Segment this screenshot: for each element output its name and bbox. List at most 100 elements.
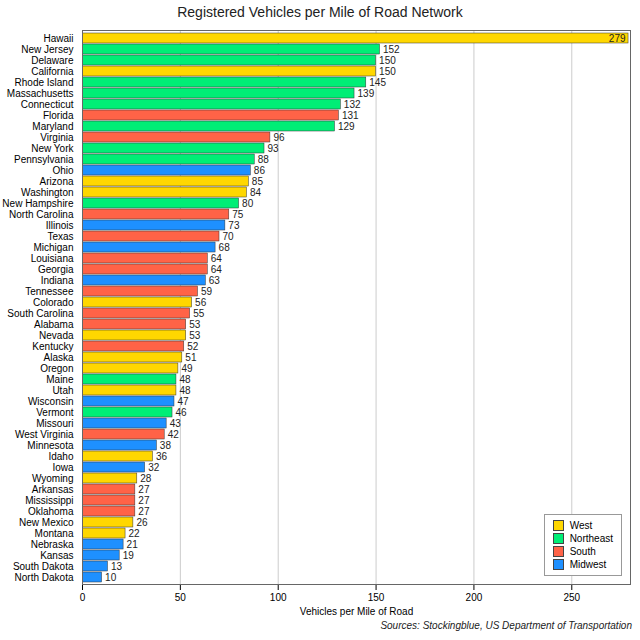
svg-text:Kentucky: Kentucky xyxy=(32,341,73,352)
svg-text:21: 21 xyxy=(127,539,139,550)
svg-text:152: 152 xyxy=(383,44,400,55)
svg-text:Idaho: Idaho xyxy=(48,451,73,462)
svg-text:Vehicles per Mile of Road: Vehicles per Mile of Road xyxy=(300,606,413,617)
svg-text:Mississippi: Mississippi xyxy=(25,495,73,506)
svg-text:86: 86 xyxy=(254,165,266,176)
svg-text:Texas: Texas xyxy=(47,231,73,242)
svg-text:63: 63 xyxy=(209,275,221,286)
svg-text:26: 26 xyxy=(136,517,148,528)
svg-text:139: 139 xyxy=(358,88,375,99)
svg-text:150: 150 xyxy=(379,55,396,66)
svg-text:96: 96 xyxy=(273,132,285,143)
svg-text:Alabama: Alabama xyxy=(34,319,74,330)
svg-text:10: 10 xyxy=(105,572,117,583)
svg-text:19: 19 xyxy=(123,550,135,561)
svg-text:93: 93 xyxy=(268,143,280,154)
svg-text:Utah: Utah xyxy=(52,385,73,396)
svg-text:Vermont: Vermont xyxy=(36,407,73,418)
svg-text:84: 84 xyxy=(250,187,262,198)
svg-text:Indiana: Indiana xyxy=(41,275,74,286)
svg-text:38: 38 xyxy=(160,440,172,451)
svg-text:Connecticut: Connecticut xyxy=(21,99,74,110)
svg-text:53: 53 xyxy=(189,319,201,330)
svg-text:South Carolina: South Carolina xyxy=(7,308,74,319)
svg-text:Michigan: Michigan xyxy=(33,242,73,253)
svg-text:New Hampshire: New Hampshire xyxy=(2,198,74,209)
svg-text:Wisconsin: Wisconsin xyxy=(28,396,74,407)
svg-text:56: 56 xyxy=(195,297,207,308)
svg-text:48: 48 xyxy=(179,385,191,396)
svg-text:132: 132 xyxy=(344,99,361,110)
svg-text:Colorado: Colorado xyxy=(33,297,74,308)
svg-text:Rhode Island: Rhode Island xyxy=(15,77,74,88)
svg-text:49: 49 xyxy=(181,363,193,374)
svg-text:22: 22 xyxy=(129,528,141,539)
svg-text:Nebraska: Nebraska xyxy=(31,539,74,550)
svg-text:New Mexico: New Mexico xyxy=(19,517,74,528)
svg-text:70: 70 xyxy=(223,231,235,242)
svg-text:48: 48 xyxy=(179,374,191,385)
svg-text:Arkansas: Arkansas xyxy=(32,484,74,495)
svg-text:Montana: Montana xyxy=(35,528,74,539)
svg-text:27: 27 xyxy=(138,495,150,506)
svg-text:50: 50 xyxy=(175,592,187,603)
svg-text:Hawaii: Hawaii xyxy=(43,33,73,44)
svg-text:Pennsylvania: Pennsylvania xyxy=(14,154,74,165)
svg-text:47: 47 xyxy=(177,396,189,407)
svg-text:64: 64 xyxy=(211,253,223,264)
svg-text:Maine: Maine xyxy=(46,374,74,385)
svg-text:200: 200 xyxy=(466,592,483,603)
svg-text:Missouri: Missouri xyxy=(36,418,73,429)
svg-text:Virginia: Virginia xyxy=(40,132,74,143)
svg-text:250: 250 xyxy=(563,592,580,603)
svg-text:Minnesota: Minnesota xyxy=(27,440,74,451)
svg-text:Arizona: Arizona xyxy=(40,176,74,187)
svg-text:Illinois: Illinois xyxy=(46,220,74,231)
svg-text:South Dakota: South Dakota xyxy=(13,561,74,572)
svg-text:Kansas: Kansas xyxy=(40,550,73,561)
svg-text:150: 150 xyxy=(368,592,385,603)
svg-text:32: 32 xyxy=(148,462,160,473)
svg-text:59: 59 xyxy=(201,286,213,297)
svg-text:North Dakota: North Dakota xyxy=(15,572,74,583)
svg-text:Massachusetts: Massachusetts xyxy=(7,88,74,99)
svg-text:North Carolina: North Carolina xyxy=(9,209,74,220)
svg-text:Maryland: Maryland xyxy=(32,121,73,132)
svg-text:28: 28 xyxy=(140,473,152,484)
svg-text:13: 13 xyxy=(111,561,123,572)
svg-text:53: 53 xyxy=(189,330,201,341)
svg-text:27: 27 xyxy=(138,484,150,495)
svg-text:0: 0 xyxy=(80,592,86,603)
svg-text:145: 145 xyxy=(369,77,386,88)
svg-text:Oregon: Oregon xyxy=(40,363,73,374)
svg-text:42: 42 xyxy=(168,429,180,440)
svg-text:36: 36 xyxy=(156,451,168,462)
svg-text:131: 131 xyxy=(342,110,359,121)
svg-text:88: 88 xyxy=(258,154,270,165)
svg-text:75: 75 xyxy=(232,209,244,220)
svg-text:55: 55 xyxy=(193,308,205,319)
svg-text:Louisiana: Louisiana xyxy=(31,253,74,264)
svg-text:85: 85 xyxy=(252,176,264,187)
svg-text:California: California xyxy=(31,66,74,77)
svg-text:Nevada: Nevada xyxy=(39,330,74,341)
svg-text:46: 46 xyxy=(176,407,188,418)
svg-text:51: 51 xyxy=(185,352,197,363)
svg-text:68: 68 xyxy=(219,242,231,253)
svg-text:150: 150 xyxy=(379,66,396,77)
svg-text:Ohio: Ohio xyxy=(52,165,74,176)
svg-text:Alaska: Alaska xyxy=(43,352,73,363)
svg-text:100: 100 xyxy=(270,592,287,603)
svg-text:43: 43 xyxy=(170,418,182,429)
svg-text:Oklahoma: Oklahoma xyxy=(28,506,74,517)
svg-text:New York: New York xyxy=(31,143,74,154)
svg-text:Georgia: Georgia xyxy=(38,264,74,275)
svg-text:Iowa: Iowa xyxy=(52,462,74,473)
svg-text:27: 27 xyxy=(138,506,150,517)
svg-text:129: 129 xyxy=(338,121,355,132)
svg-text:80: 80 xyxy=(242,198,254,209)
svg-text:64: 64 xyxy=(211,264,223,275)
svg-text:279: 279 xyxy=(609,33,626,44)
svg-text:Florida: Florida xyxy=(43,110,74,121)
svg-text:West Virginia: West Virginia xyxy=(15,429,74,440)
